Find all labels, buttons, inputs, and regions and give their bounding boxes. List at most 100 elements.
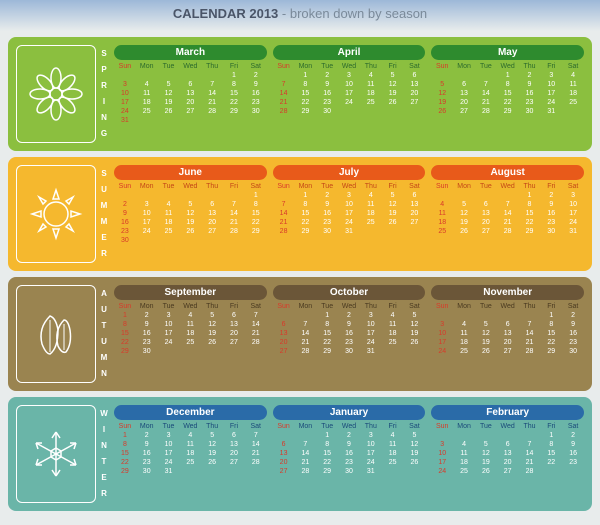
day-header: Sun — [431, 422, 453, 431]
day-header: Wed — [497, 62, 519, 71]
day-cell: 16 — [114, 218, 136, 227]
day-cell: 3 — [338, 71, 360, 80]
day-cell: 10 — [158, 440, 180, 449]
season-row: AUTUMNSeptemberSunMonTueWedThuFriSat1234… — [8, 277, 592, 391]
day-cell: 16 — [136, 449, 158, 458]
day-cell: 12 — [453, 209, 475, 218]
day-cell: 2 — [245, 71, 267, 80]
day-cell: 14 — [273, 209, 295, 218]
day-cell: 29 — [114, 467, 136, 476]
day-cell: 1 — [316, 311, 338, 320]
day-cell: 7 — [519, 320, 541, 329]
day-cell: 17 — [338, 209, 360, 218]
day-cell: 27 — [223, 458, 245, 467]
day-cell: 4 — [453, 440, 475, 449]
day-cell: 7 — [273, 200, 295, 209]
day-cell: 15 — [540, 449, 562, 458]
day-cell: 29 — [316, 467, 338, 476]
day-cell: 18 — [360, 209, 382, 218]
day-cell: 11 — [360, 80, 382, 89]
day-header: Wed — [497, 302, 519, 311]
day-cell: 4 — [360, 71, 382, 80]
day-header: Mon — [294, 62, 316, 71]
day-header: Sun — [273, 422, 295, 431]
leaf-icon — [28, 306, 84, 362]
day-cell: 21 — [245, 449, 267, 458]
day-cell: 9 — [114, 209, 136, 218]
day-cell: 4 — [562, 71, 584, 80]
day-cell: 23 — [114, 227, 136, 236]
day-cell: 12 — [404, 440, 426, 449]
day-cell: 2 — [316, 71, 338, 80]
day-header: Sat — [245, 422, 267, 431]
months-row: DecemberSunMonTueWedThuFriSat12345678910… — [114, 405, 584, 503]
day-header: Fri — [540, 302, 562, 311]
day-cell: 6 — [179, 80, 201, 89]
day-header: Fri — [540, 62, 562, 71]
day-cell: 5 — [382, 71, 404, 80]
season-row: SUMMERJuneSunMonTueWedThuFriSat000000123… — [8, 157, 592, 271]
day-cell: 9 — [245, 80, 267, 89]
day-cell: 15 — [519, 209, 541, 218]
day-cell: 19 — [179, 218, 201, 227]
day-cell: 30 — [562, 347, 584, 356]
day-cell: 24 — [540, 98, 562, 107]
day-cell: 17 — [360, 449, 382, 458]
day-cell: 4 — [431, 200, 453, 209]
day-header: Wed — [338, 422, 360, 431]
day-cell: 10 — [360, 320, 382, 329]
day-cell: 2 — [562, 311, 584, 320]
day-cell: 14 — [294, 449, 316, 458]
day-cell: 11 — [360, 200, 382, 209]
day-header: Wed — [338, 302, 360, 311]
day-cell: 3 — [562, 191, 584, 200]
day-cell: 28 — [273, 107, 295, 116]
day-cell: 24 — [360, 458, 382, 467]
day-cell: 23 — [316, 98, 338, 107]
day-cell: 22 — [114, 338, 136, 347]
day-header: Fri — [382, 182, 404, 191]
day-cell: 5 — [179, 200, 201, 209]
day-cell: 12 — [431, 89, 453, 98]
day-cell: 19 — [475, 338, 497, 347]
day-cell: 4 — [179, 311, 201, 320]
day-cell: 11 — [431, 209, 453, 218]
day-header: Tue — [158, 182, 180, 191]
day-cell: 26 — [475, 347, 497, 356]
day-cell: 15 — [294, 209, 316, 218]
day-cell: 30 — [136, 347, 158, 356]
day-cell: 29 — [316, 347, 338, 356]
day-cell: 14 — [519, 449, 541, 458]
day-cell: 10 — [540, 80, 562, 89]
day-cell: 5 — [201, 431, 223, 440]
day-cell: 9 — [316, 80, 338, 89]
day-cell: 19 — [158, 98, 180, 107]
day-cell: 1 — [540, 311, 562, 320]
day-cell: 25 — [158, 227, 180, 236]
day-cell: 29 — [497, 107, 519, 116]
day-cell: 22 — [294, 218, 316, 227]
day-cell: 30 — [245, 107, 267, 116]
day-header: Wed — [338, 62, 360, 71]
day-header: Tue — [475, 422, 497, 431]
day-cell: 13 — [453, 89, 475, 98]
day-cell: 31 — [540, 107, 562, 116]
day-cell: 28 — [294, 467, 316, 476]
day-cell: 19 — [404, 329, 426, 338]
day-cell: 1 — [245, 191, 267, 200]
day-cell: 17 — [431, 338, 453, 347]
day-cell: 10 — [431, 449, 453, 458]
day-cell: 16 — [519, 89, 541, 98]
day-cell: 14 — [497, 209, 519, 218]
day-cell: 25 — [382, 338, 404, 347]
day-cell: 19 — [431, 98, 453, 107]
months-row: JuneSunMonTueWedThuFriSat000000123456789… — [114, 165, 584, 263]
day-cell: 12 — [179, 209, 201, 218]
day-header: Tue — [158, 62, 180, 71]
day-cell: 24 — [338, 218, 360, 227]
day-header: Mon — [453, 182, 475, 191]
month-header: February — [431, 405, 584, 420]
day-cell: 1 — [294, 71, 316, 80]
day-header: Sat — [245, 62, 267, 71]
day-header: Sun — [431, 182, 453, 191]
